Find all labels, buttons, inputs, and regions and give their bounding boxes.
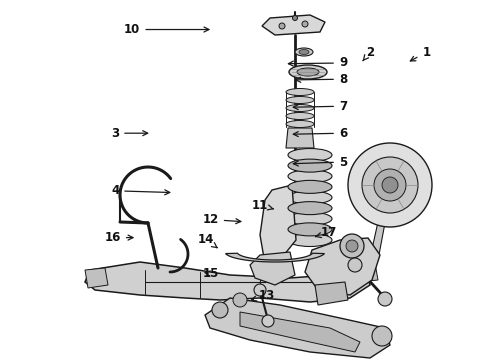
Ellipse shape: [286, 104, 314, 112]
Circle shape: [382, 177, 398, 193]
Text: 10: 10: [124, 23, 209, 36]
Text: 9: 9: [289, 57, 347, 69]
Polygon shape: [85, 268, 108, 288]
Polygon shape: [250, 252, 295, 285]
Circle shape: [254, 284, 266, 296]
Text: 2: 2: [363, 46, 374, 61]
Text: 12: 12: [202, 213, 241, 226]
Ellipse shape: [289, 65, 327, 79]
Ellipse shape: [288, 159, 332, 172]
Text: 15: 15: [202, 267, 219, 280]
Circle shape: [293, 15, 297, 21]
Ellipse shape: [288, 170, 332, 183]
Ellipse shape: [295, 48, 313, 56]
Text: 1: 1: [410, 46, 430, 61]
Text: 11: 11: [251, 199, 273, 212]
Polygon shape: [315, 282, 348, 305]
Text: 13: 13: [251, 289, 275, 302]
Ellipse shape: [286, 112, 314, 120]
Text: 17: 17: [316, 226, 338, 239]
Text: 7: 7: [294, 100, 347, 113]
Text: 16: 16: [104, 231, 133, 244]
Ellipse shape: [288, 234, 332, 247]
Polygon shape: [286, 128, 314, 148]
Ellipse shape: [299, 49, 309, 54]
Text: 4: 4: [111, 184, 170, 197]
Ellipse shape: [288, 202, 332, 215]
Polygon shape: [85, 262, 370, 302]
Circle shape: [374, 169, 406, 201]
Polygon shape: [262, 15, 325, 35]
Circle shape: [348, 143, 432, 227]
Ellipse shape: [297, 68, 319, 76]
Text: 8: 8: [296, 73, 347, 86]
Circle shape: [362, 157, 418, 213]
Circle shape: [262, 315, 274, 327]
Circle shape: [372, 326, 392, 346]
Polygon shape: [205, 298, 390, 358]
Polygon shape: [305, 238, 380, 295]
Circle shape: [279, 23, 285, 29]
Polygon shape: [355, 263, 378, 282]
Circle shape: [340, 234, 364, 258]
Circle shape: [302, 21, 308, 27]
Ellipse shape: [288, 180, 332, 193]
Ellipse shape: [288, 148, 332, 162]
Circle shape: [233, 293, 247, 307]
Ellipse shape: [288, 223, 332, 236]
Circle shape: [378, 292, 392, 306]
Text: 5: 5: [294, 156, 347, 168]
Polygon shape: [240, 312, 360, 352]
Ellipse shape: [286, 89, 314, 95]
Circle shape: [371, 171, 399, 199]
Text: 3: 3: [111, 127, 147, 140]
Circle shape: [348, 258, 362, 272]
Polygon shape: [225, 253, 324, 262]
Ellipse shape: [286, 96, 314, 104]
Text: 6: 6: [294, 127, 347, 140]
Circle shape: [346, 240, 358, 252]
Ellipse shape: [288, 212, 332, 225]
Polygon shape: [260, 185, 296, 260]
Text: 14: 14: [197, 233, 217, 248]
Circle shape: [212, 302, 228, 318]
Ellipse shape: [286, 121, 314, 127]
Ellipse shape: [288, 191, 332, 204]
Circle shape: [360, 160, 410, 210]
Polygon shape: [370, 168, 395, 260]
